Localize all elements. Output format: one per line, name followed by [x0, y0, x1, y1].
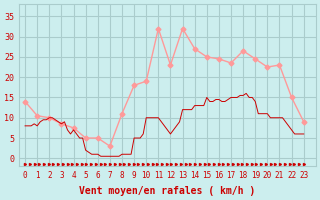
- X-axis label: Vent moyen/en rafales ( km/h ): Vent moyen/en rafales ( km/h ): [79, 186, 256, 196]
